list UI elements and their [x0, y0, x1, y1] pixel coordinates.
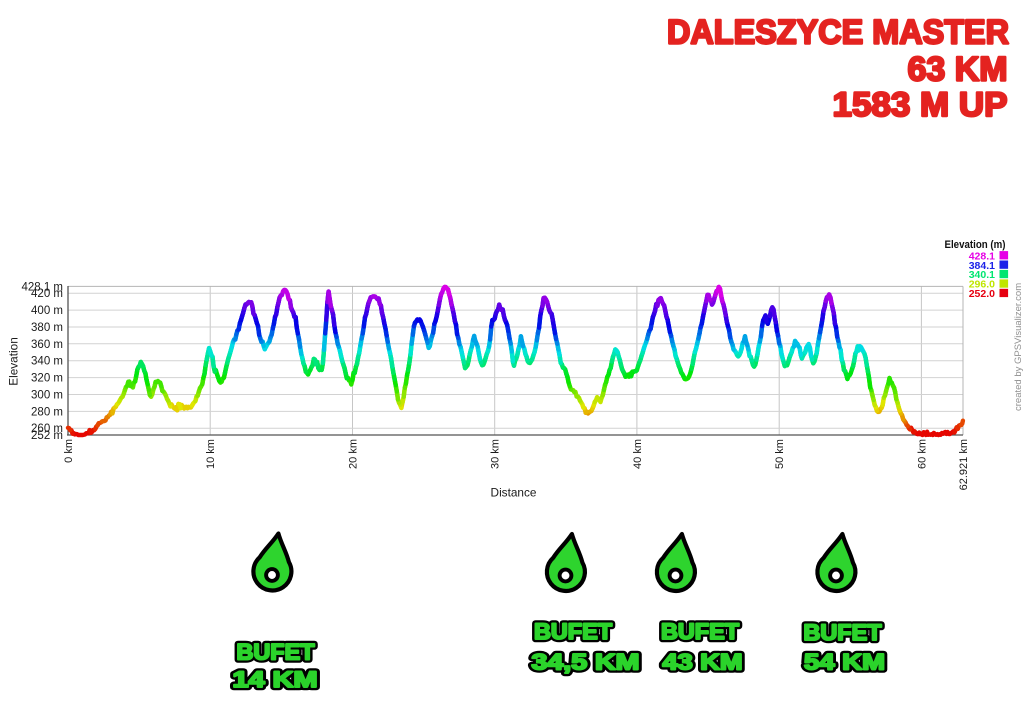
svg-text:280 m: 280 m	[31, 406, 63, 418]
svg-text:BUFET: BUFET	[804, 620, 883, 645]
svg-text:30 km: 30 km	[490, 439, 502, 469]
svg-text:34,5 KM: 34,5 KM	[532, 650, 640, 675]
svg-text:DALESZYCE MASTER: DALESZYCE MASTER	[667, 13, 1009, 51]
svg-text:43 KM: 43 KM	[663, 650, 743, 675]
svg-text:10 km: 10 km	[205, 439, 217, 469]
svg-text:360 m: 360 m	[31, 339, 63, 351]
svg-text:252.0: 252.0	[969, 288, 995, 300]
svg-text:40 km: 40 km	[632, 439, 644, 469]
svg-text:BUFET: BUFET	[804, 620, 883, 645]
svg-text:created by GPSVisualizer.com: created by GPSVisualizer.com	[1013, 283, 1024, 411]
svg-text:54 KM: 54 KM	[804, 650, 885, 675]
svg-text:20 km: 20 km	[348, 439, 360, 469]
svg-text:0 km: 0 km	[63, 439, 75, 463]
svg-text:Elevation: Elevation	[7, 337, 21, 386]
svg-text:340.1: 340.1	[969, 269, 995, 281]
svg-text:428.1 m: 428.1 m	[21, 281, 63, 293]
svg-text:54 KM: 54 KM	[804, 650, 885, 675]
svg-text:34,5 KM: 34,5 KM	[532, 650, 640, 675]
svg-text:300 m: 300 m	[31, 390, 63, 402]
svg-text:260 m: 260 m	[31, 423, 63, 435]
svg-text:62.921 km: 62.921 km	[958, 439, 970, 490]
svg-text:14 KM: 14 KM	[233, 667, 318, 692]
svg-text:320 m: 320 m	[31, 373, 63, 385]
svg-text:43 KM: 43 KM	[663, 650, 743, 675]
svg-text:BUFET: BUFET	[661, 619, 740, 644]
svg-text:60 km: 60 km	[916, 439, 928, 469]
svg-text:BUFET: BUFET	[237, 640, 316, 665]
svg-text:340 m: 340 m	[31, 356, 63, 368]
svg-text:252 m: 252 m	[31, 430, 63, 442]
svg-text:14 KM: 14 KM	[233, 667, 318, 692]
svg-text:400 m: 400 m	[31, 305, 63, 317]
svg-text:1583 M UP: 1583 M UP	[833, 86, 1008, 124]
svg-text:428.1: 428.1	[969, 250, 995, 262]
svg-text:BUFET: BUFET	[534, 619, 613, 644]
svg-text:BUFET: BUFET	[661, 619, 740, 644]
svg-text:296.0: 296.0	[969, 279, 995, 291]
svg-text:BUFET: BUFET	[237, 640, 316, 665]
svg-text:384.1: 384.1	[969, 260, 995, 272]
svg-text:380 m: 380 m	[31, 322, 63, 334]
svg-text:BUFET: BUFET	[534, 619, 613, 644]
svg-text:420 m: 420 m	[31, 288, 63, 300]
svg-text:63 KM: 63 KM	[908, 51, 1008, 89]
svg-text:Distance: Distance	[491, 486, 537, 500]
svg-text:Elevation (m): Elevation (m)	[945, 239, 1006, 251]
svg-text:50 km: 50 km	[774, 439, 786, 469]
